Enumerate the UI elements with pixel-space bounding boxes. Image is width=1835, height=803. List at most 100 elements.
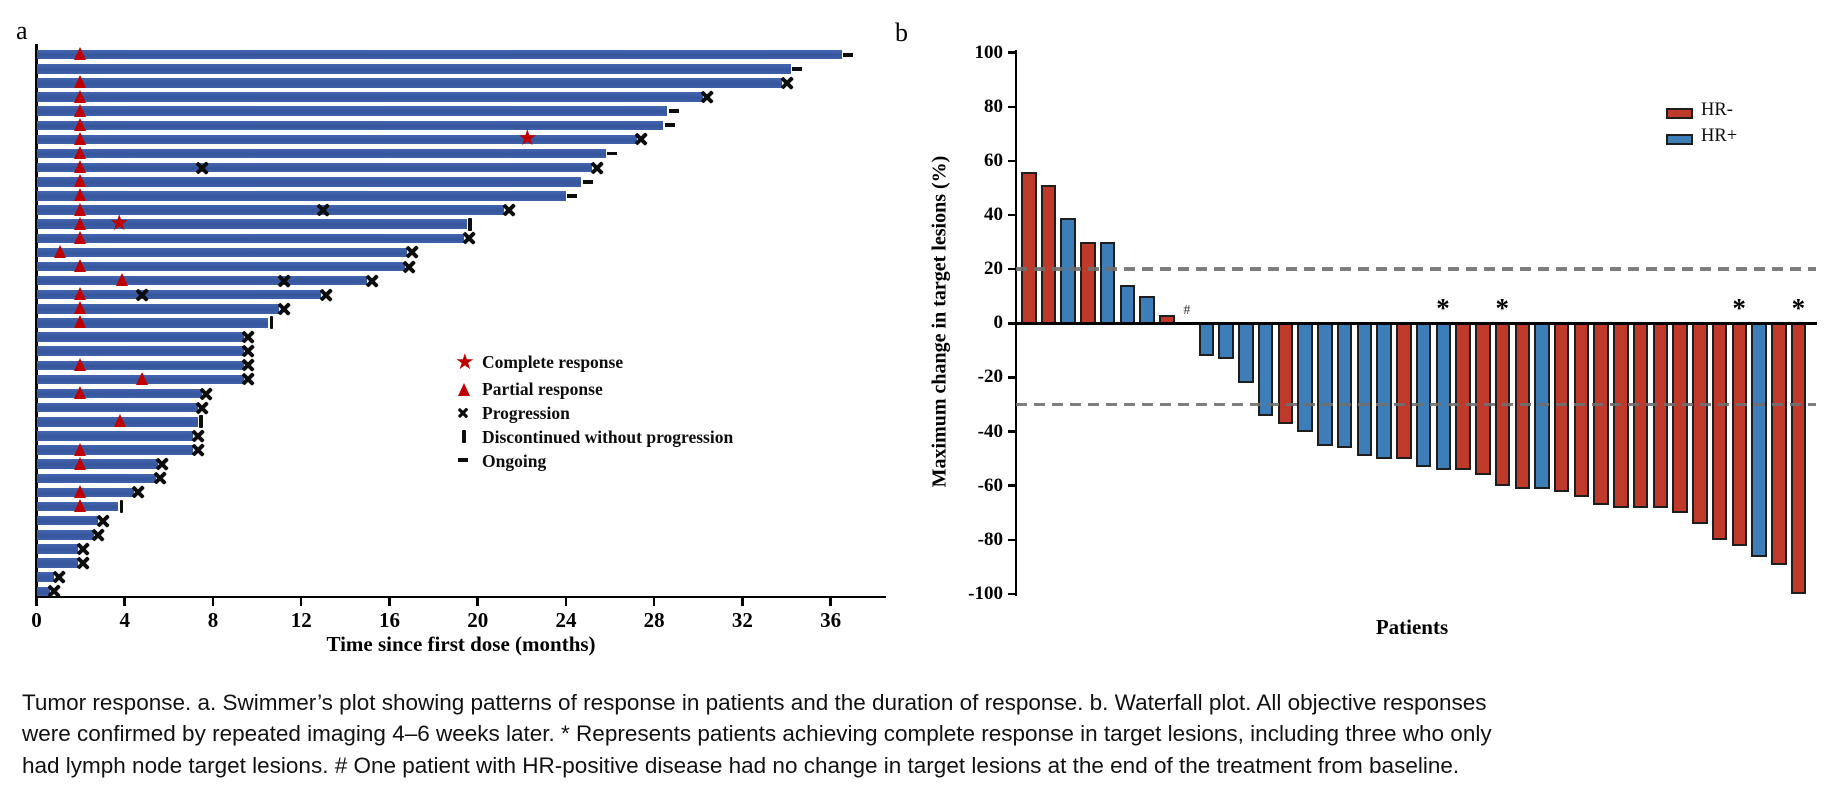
progression-x-icon xyxy=(452,403,478,425)
axis-tick-label: 60 xyxy=(984,149,1003,171)
swimmer-bar xyxy=(36,544,79,554)
axis-tick-label: -40 xyxy=(977,420,1003,442)
axis-tick-label: 24 xyxy=(555,608,577,632)
progression-x-icon xyxy=(195,161,208,174)
ongoing-dash-icon xyxy=(607,151,618,156)
axis-tick xyxy=(1007,484,1016,487)
swimmer-bar xyxy=(36,304,280,314)
waterfall-bar xyxy=(1040,185,1057,326)
waterfall-bar xyxy=(1257,321,1274,416)
ongoing-dash-icon xyxy=(668,109,679,114)
partial-response-triangle-icon xyxy=(74,442,87,456)
axis-tick-label: 12 xyxy=(290,608,312,632)
waterfall-bar xyxy=(1198,321,1215,357)
axis-tick-label: 0 xyxy=(993,312,1004,334)
swimmer-bar xyxy=(36,134,637,145)
axis-tick-label: 80 xyxy=(984,95,1003,117)
swimmer-bar xyxy=(36,162,593,173)
progression-x-icon xyxy=(701,91,714,104)
partial-response-triangle-icon xyxy=(135,371,148,385)
swimmer-bar xyxy=(36,205,505,215)
waterfall-bar xyxy=(1652,321,1669,508)
waterfall-bar xyxy=(1632,321,1649,508)
waterfall-bar xyxy=(1119,285,1136,326)
swimmer-bar xyxy=(36,459,158,469)
progression-x-icon xyxy=(242,331,255,344)
axis-tick-label: -80 xyxy=(977,528,1003,550)
progression-x-icon xyxy=(132,486,145,499)
hr-neg-swatch-icon xyxy=(1666,108,1693,119)
complete-response-star-icon: ★ xyxy=(517,126,538,152)
progression-x-icon xyxy=(403,260,416,273)
discontinued-bar-icon xyxy=(468,217,472,231)
axis-tick xyxy=(1007,51,1016,54)
partial-response-triangle-icon xyxy=(74,160,87,174)
ongoing-dash-icon xyxy=(567,194,578,198)
partial-response-triangle-icon xyxy=(74,456,87,470)
panel-b-label: b xyxy=(895,18,908,47)
waterfall-bar xyxy=(1692,321,1708,525)
swimmer-bar xyxy=(36,120,663,131)
waterfall-bar xyxy=(1672,321,1688,514)
axis-tick-label: 20 xyxy=(984,258,1003,280)
waterfall-bar xyxy=(1415,321,1432,468)
waterfall-bar xyxy=(1455,321,1471,470)
swimmer-bar xyxy=(36,388,202,399)
hr-pos-swatch-icon xyxy=(1666,134,1693,145)
progression-x-icon xyxy=(277,302,290,315)
partial-response-triangle-icon xyxy=(452,379,478,401)
axis-tick xyxy=(1007,267,1016,271)
axis-tick-label: -100 xyxy=(968,582,1003,604)
complete-response-asterisk: * xyxy=(1495,293,1510,323)
progression-x-icon xyxy=(76,542,89,555)
figure-caption: Tumor response. a. Swimmer’s plot showin… xyxy=(22,689,1492,779)
partial-response-triangle-icon xyxy=(113,414,126,428)
axis-tick-label: 32 xyxy=(731,608,753,632)
progression-x-icon xyxy=(52,571,65,584)
swimmer-bar xyxy=(36,64,791,74)
progression-x-icon xyxy=(317,204,330,217)
reference-dashed-line xyxy=(1016,267,1816,272)
progression-x-icon xyxy=(242,373,255,386)
partial-response-triangle-icon xyxy=(74,259,87,272)
partial-response-triangle-icon xyxy=(116,273,129,287)
partial-response-triangle-icon xyxy=(74,357,87,371)
swimmer-bar xyxy=(36,332,244,342)
progression-x-icon xyxy=(48,585,61,598)
axis-tick xyxy=(1007,159,1016,163)
axis-tick xyxy=(299,598,303,606)
axis-tick xyxy=(1007,322,1016,325)
waterfall-bar xyxy=(1790,321,1807,595)
progression-x-icon xyxy=(365,274,378,287)
axis-tick-label: 4 xyxy=(119,608,130,632)
waterfall-bar xyxy=(1613,321,1629,508)
swimmer-bar xyxy=(36,473,156,484)
waterfall-bar xyxy=(1396,321,1412,460)
discontinued-bar-icon xyxy=(269,316,274,330)
complete-response-asterisk: * xyxy=(1791,293,1806,323)
swimmer-bar xyxy=(36,233,465,243)
axis-tick xyxy=(388,598,391,606)
swimmer-bar xyxy=(36,49,842,60)
partial-response-triangle-icon xyxy=(74,287,87,301)
waterfall-bar xyxy=(1771,321,1787,565)
axis-tick xyxy=(1007,376,1016,379)
waterfall-bar xyxy=(1751,321,1767,557)
swimmer-bar xyxy=(36,247,408,258)
axis-tick-label: 40 xyxy=(984,204,1003,226)
waterfall-bar xyxy=(1553,321,1570,492)
waterfall-bar xyxy=(1317,321,1333,446)
discontinued-bar-icon xyxy=(119,500,124,514)
swimmer-bar xyxy=(36,515,99,526)
progression-x-icon xyxy=(780,76,793,89)
waterfall-bar xyxy=(1573,321,1590,497)
waterfall-bar xyxy=(1593,321,1609,506)
progression-x-icon xyxy=(277,274,290,287)
axis-tick xyxy=(211,598,215,606)
panel-a-y-axis xyxy=(35,44,38,599)
partial-response-triangle-icon xyxy=(74,47,87,61)
progression-x-icon xyxy=(319,288,332,301)
waterfall-bar xyxy=(1238,321,1254,384)
progression-x-icon xyxy=(405,246,418,259)
